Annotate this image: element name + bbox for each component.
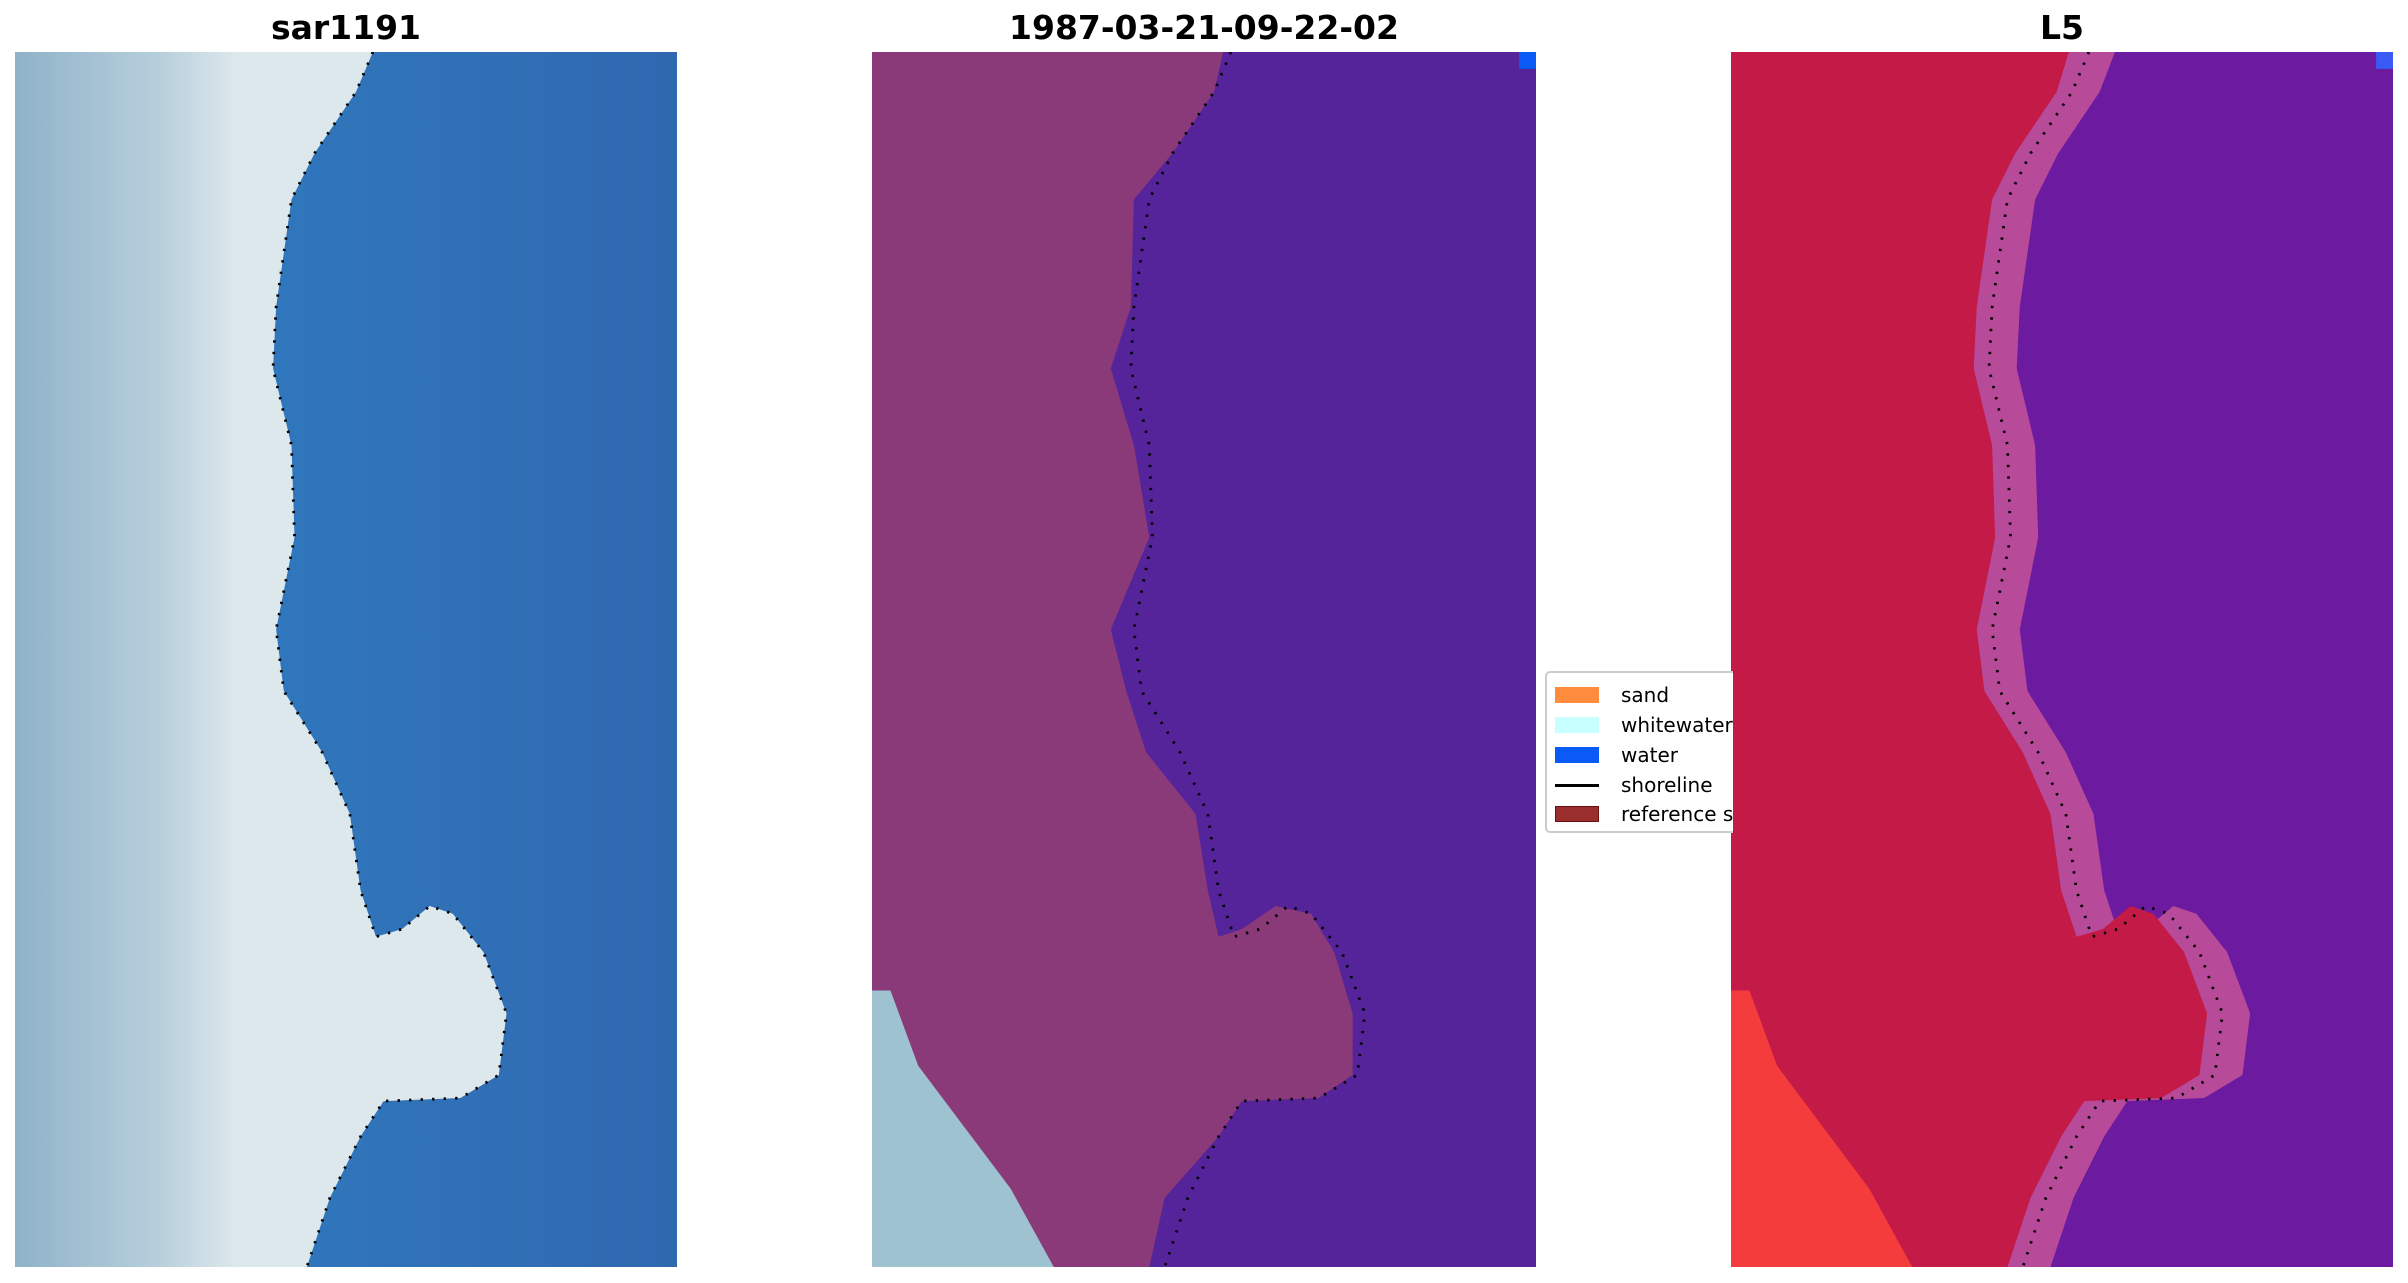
- legend-label: water: [1621, 743, 1678, 767]
- land-region: [1731, 52, 2208, 1267]
- classified-image-panel: [872, 52, 1536, 1267]
- sar-image-panel: [15, 52, 677, 1267]
- legend-item-shoreline: shoreline: [1555, 771, 1713, 799]
- reference-swatch: [1555, 806, 1599, 822]
- shoreline: [1987, 52, 2224, 1267]
- shoreline: [271, 52, 508, 1267]
- legend-label: reference s: [1621, 802, 1733, 826]
- l5-image-panel: [1731, 52, 2393, 1267]
- panel-title-3: L5: [2040, 8, 2084, 47]
- panel-title-2: 1987-03-21-09-22-02: [1009, 8, 1399, 47]
- land-region: [872, 52, 1353, 1267]
- water-swatch: [1555, 747, 1599, 763]
- shoreline: [1129, 52, 1367, 1267]
- legend-label: whitewater: [1621, 713, 1733, 737]
- panel-title-1: sar1191: [270, 8, 422, 47]
- legend-label: shoreline: [1621, 773, 1713, 797]
- bright-land-region: [1731, 990, 1913, 1267]
- legend-item-reference: reference s: [1555, 800, 1733, 828]
- legend-item-water: water: [1555, 741, 1678, 769]
- land-region: [15, 52, 507, 1267]
- legend-label: sand: [1621, 683, 1670, 707]
- shoreline-line-swatch: [1555, 783, 1599, 787]
- sand-swatch: [1555, 687, 1599, 703]
- water-pixel: [1519, 52, 1536, 69]
- whitewater-region: [872, 990, 1054, 1267]
- whitewater-swatch: [1555, 717, 1599, 733]
- legend: sand whitewater water shoreline referenc…: [1545, 671, 1733, 833]
- legend-item-whitewater: whitewater: [1555, 711, 1733, 739]
- water-pixel: [2376, 52, 2393, 69]
- legend-item-sand: sand: [1555, 681, 1669, 709]
